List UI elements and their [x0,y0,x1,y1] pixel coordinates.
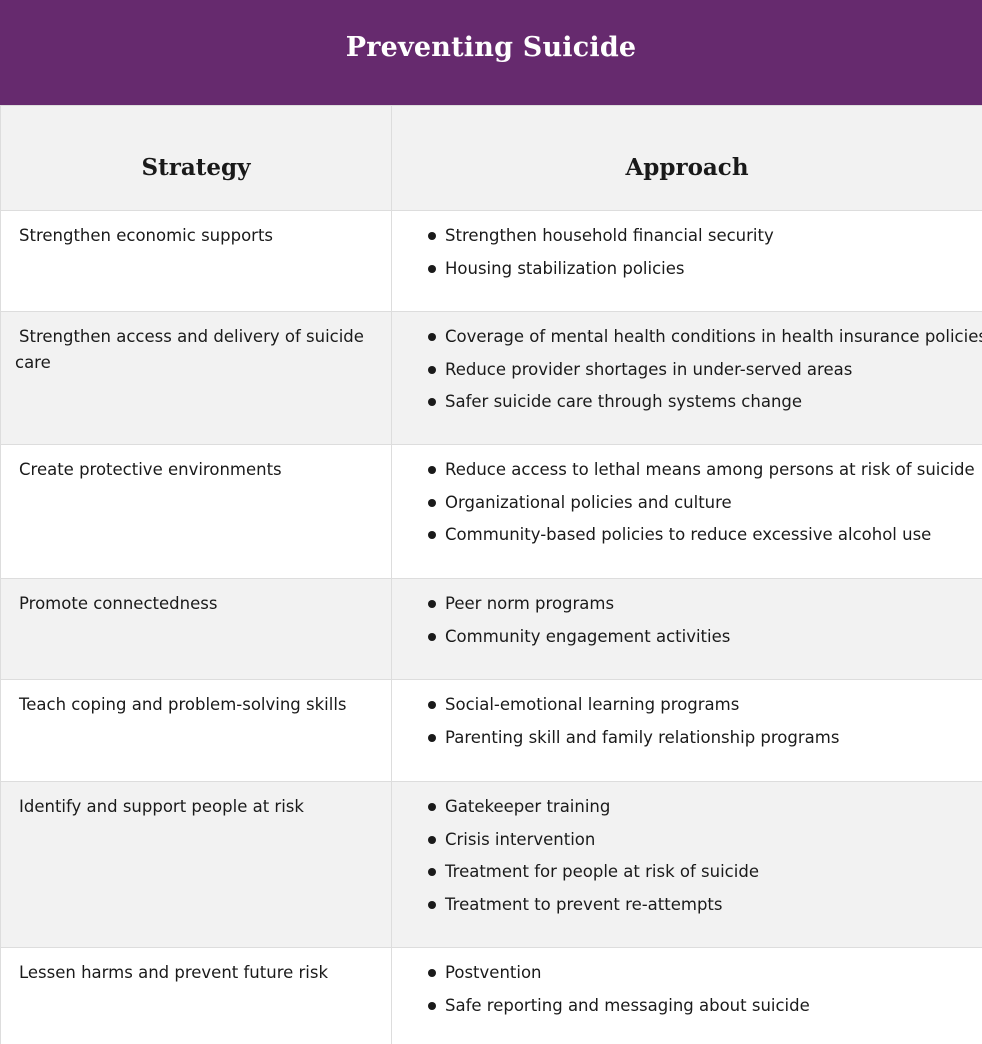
table-row: Identify and support people at risk Gatek… [0,781,982,948]
list-item: Crisis intervention [428,827,978,853]
bullet-icon [428,868,436,876]
approach-text: Housing stabilization policies [445,258,685,278]
strategy-table: Strategy Approach Strengthen economic su… [0,105,982,1044]
approach-text: Reduce provider shortages in under-serve… [445,359,853,379]
list-item: Housing stabilization policies [428,256,978,282]
strategy-cell: Strengthen economic supports [0,210,392,312]
table-header-row: Strategy Approach [0,105,982,211]
list-item: Peer norm programs [428,591,978,617]
approach-cell: Strengthen household financial security H… [391,210,982,312]
approach-text: Organizational policies and culture [445,492,732,512]
table-header: Strategy Approach [0,105,982,211]
approach-list: Strengthen household financial security H… [392,223,978,282]
approach-list: Gatekeeper training Crisis intervention Tr… [392,794,978,918]
page-title: Preventing Suicide [345,31,637,63]
bullet-icon [428,900,436,909]
approach-cell: Social-emotional learning programs Parent… [391,679,982,782]
list-item: Coverage of mental health conditions in … [428,324,982,350]
bullet-icon [428,333,436,341]
title-bar: Preventing Suicide [0,0,982,105]
approach-text: Treatment for people at risk of suicide [445,862,759,881]
bullet-icon [428,701,436,709]
approach-text: Social-emotional learning programs [445,695,740,714]
table-row: Strengthen access and delivery of suicid… [0,311,982,445]
bullet-icon [428,835,436,844]
approach-text: Safe reporting and messaging about suici… [445,995,810,1015]
bullet-icon [428,398,436,406]
approach-text: Gatekeeper training [445,797,611,816]
list-item: Gatekeeper training [428,794,978,820]
list-item: Treatment to prevent re-attempts [428,892,978,918]
bullet-icon [428,498,436,507]
approach-list: Postvention Safe reporting and messaging … [392,960,978,1019]
approach-list: Coverage of mental health conditions in … [392,324,982,415]
list-item: Safer suicide care through systems chang… [428,389,978,415]
approach-text: Community-based policies to reduce exces… [445,525,932,544]
approach-cell: Coverage of mental health conditions in … [391,311,982,445]
bullet-icon [428,632,436,641]
list-item: Postvention [428,960,978,986]
table-row: Promote connectedness Peer norm programs C… [0,578,982,680]
list-item: Parenting skill and family relationship … [428,725,978,751]
approach-text: Postvention [445,963,542,982]
table-body: Strengthen economic supports Strengthen h… [0,210,982,1044]
bullet-icon [428,232,436,240]
table-row: Lessen harms and prevent future risk Post… [0,947,982,1044]
bullet-icon [428,264,436,273]
approach-text: Treatment to prevent re-attempts [445,894,723,914]
bullet-icon [428,466,436,474]
list-item: Reduce access to lethal means among pers… [428,457,978,483]
approach-text: Peer norm programs [445,594,615,613]
strategy-cell: Lessen harms and prevent future risk [0,947,392,1044]
bullet-icon [428,600,436,608]
strategy-cell: Strengthen access and delivery of suicid… [0,311,392,445]
table-row: Strengthen economic supports Strengthen h… [0,210,982,312]
list-item: Social-emotional learning programs [428,692,978,718]
list-item: Treatment for people at risk of suicide [428,859,978,885]
approach-cell: Gatekeeper training Crisis intervention Tr… [391,781,982,948]
approach-text: Strengthen household financial security [445,226,774,245]
strategy-cell: Promote connectedness [0,578,392,680]
approach-text: Crisis intervention [445,829,596,849]
strategy-cell: Teach coping and problem-solving skills [0,679,392,782]
approach-cell: Postvention Safe reporting and messaging … [391,947,982,1044]
table-row: Teach coping and problem-solving skills S… [0,679,982,782]
approach-text: Safer suicide care through systems chang… [445,392,803,411]
approach-list: Reduce access to lethal means among pers… [392,457,978,548]
approach-cell: Peer norm programs Community engagement a… [391,578,982,680]
approach-text: Community engagement activities [445,626,731,646]
table-row: Create protective environments Reduce acc… [0,444,982,579]
list-item: Community engagement activities [428,624,978,650]
bullet-icon [428,969,436,977]
approach-cell: Reduce access to lethal means among pers… [391,444,982,579]
bullet-icon [428,733,436,742]
bullet-icon [428,803,436,811]
column-header-strategy: Strategy [0,105,392,211]
bullet-icon [428,365,436,374]
strategy-cell: Identify and support people at risk [0,781,392,948]
approach-text: Parenting skill and family relationship … [445,727,840,747]
approach-list: Social-emotional learning programs Parent… [392,692,978,751]
list-item: Community-based policies to reduce exces… [428,522,978,548]
column-header-approach: Approach [391,105,982,211]
list-item: Reduce provider shortages in under-serve… [428,357,978,383]
list-item: Strengthen household financial security [428,223,978,249]
approach-text: Coverage of mental health conditions in … [445,327,982,346]
strategy-cell: Create protective environments [0,444,392,579]
list-item: Organizational policies and culture [428,490,978,516]
approach-list: Peer norm programs Community engagement a… [392,591,978,650]
approach-text: Reduce access to lethal means among pers… [445,460,975,479]
bullet-icon [428,531,436,539]
bullet-icon [428,1001,436,1010]
list-item: Safe reporting and messaging about suici… [428,993,978,1019]
